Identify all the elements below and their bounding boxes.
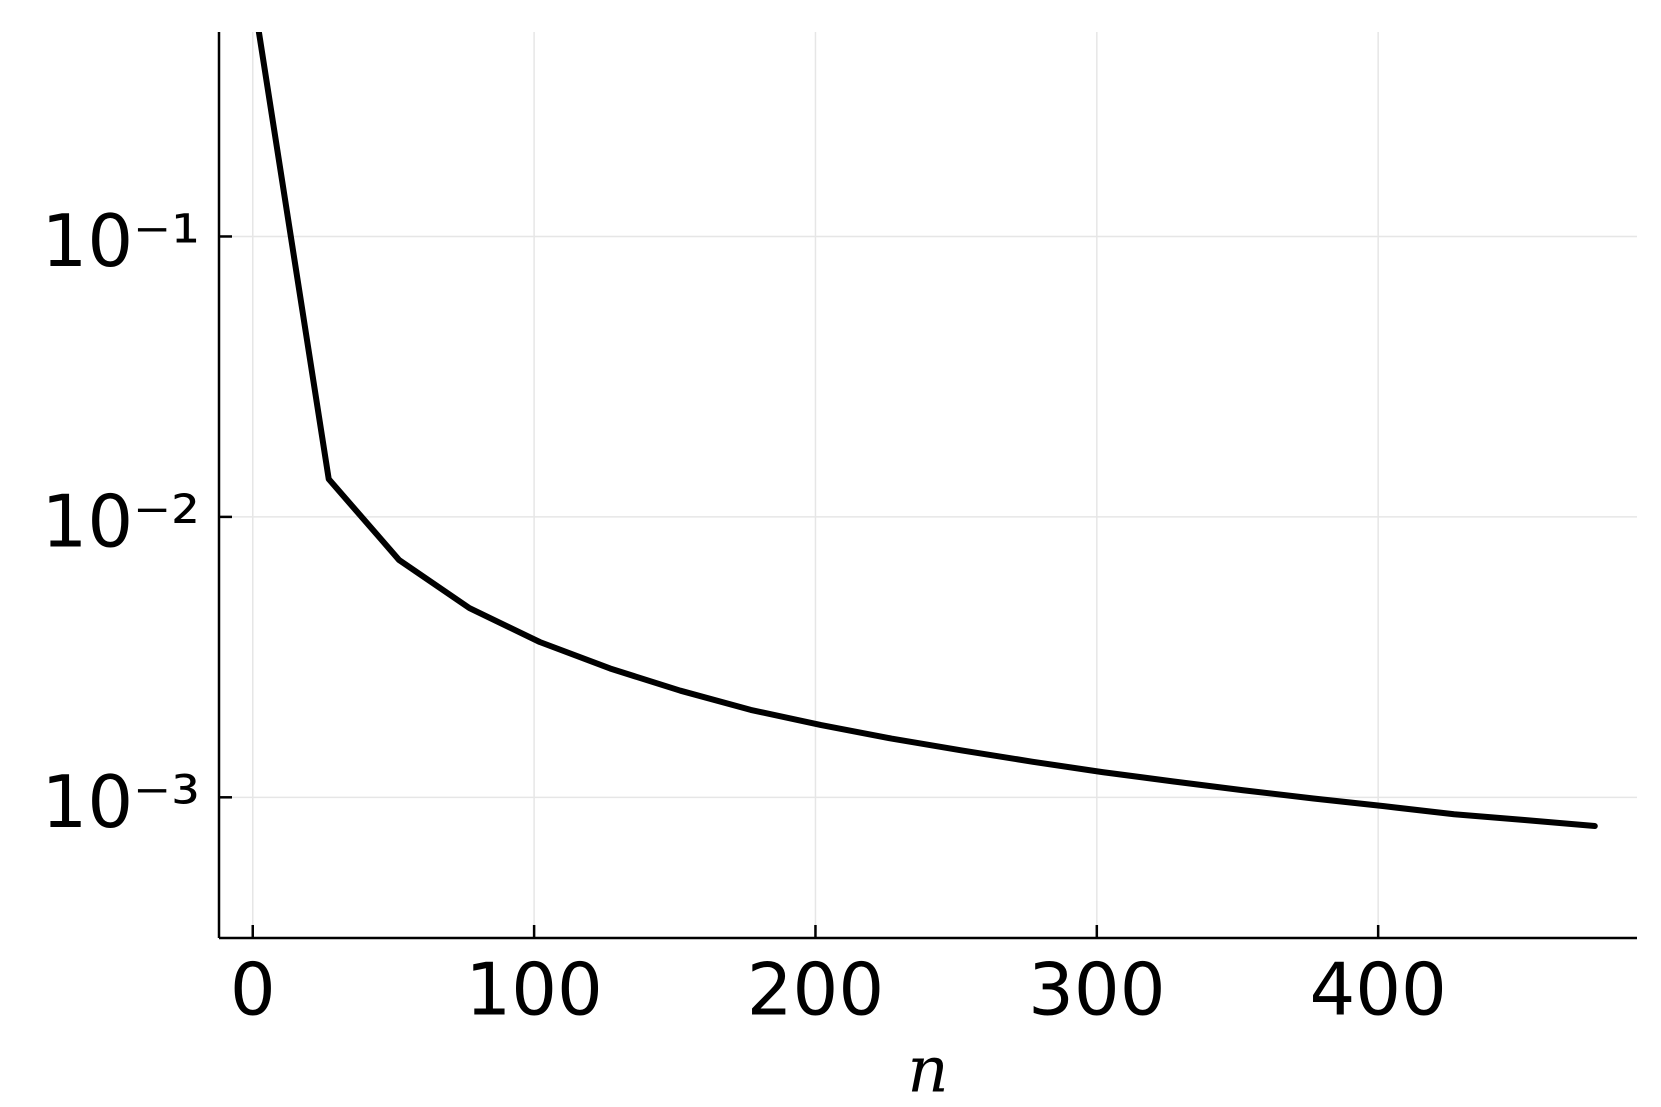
x-tick-label: 300 (1028, 948, 1165, 1032)
data-line (255, 32, 1598, 830)
plot-area (255, 32, 1598, 830)
y-tick-label: 10⁻¹ (42, 199, 200, 283)
grid (219, 32, 1637, 938)
y-tick-label: 10⁻³ (42, 760, 200, 844)
x-tick-label: 0 (230, 948, 276, 1032)
x-tick-label: 400 (1309, 948, 1446, 1032)
ticks: 0 100 200 300 400 10⁻¹ 10⁻² 10⁻³ (42, 199, 1447, 1032)
x-axis-label: n (907, 1034, 948, 1107)
x-tick-label: 100 (465, 948, 602, 1032)
x-tick-label: 200 (747, 948, 884, 1032)
y-tick-label: 10⁻² (42, 479, 200, 563)
